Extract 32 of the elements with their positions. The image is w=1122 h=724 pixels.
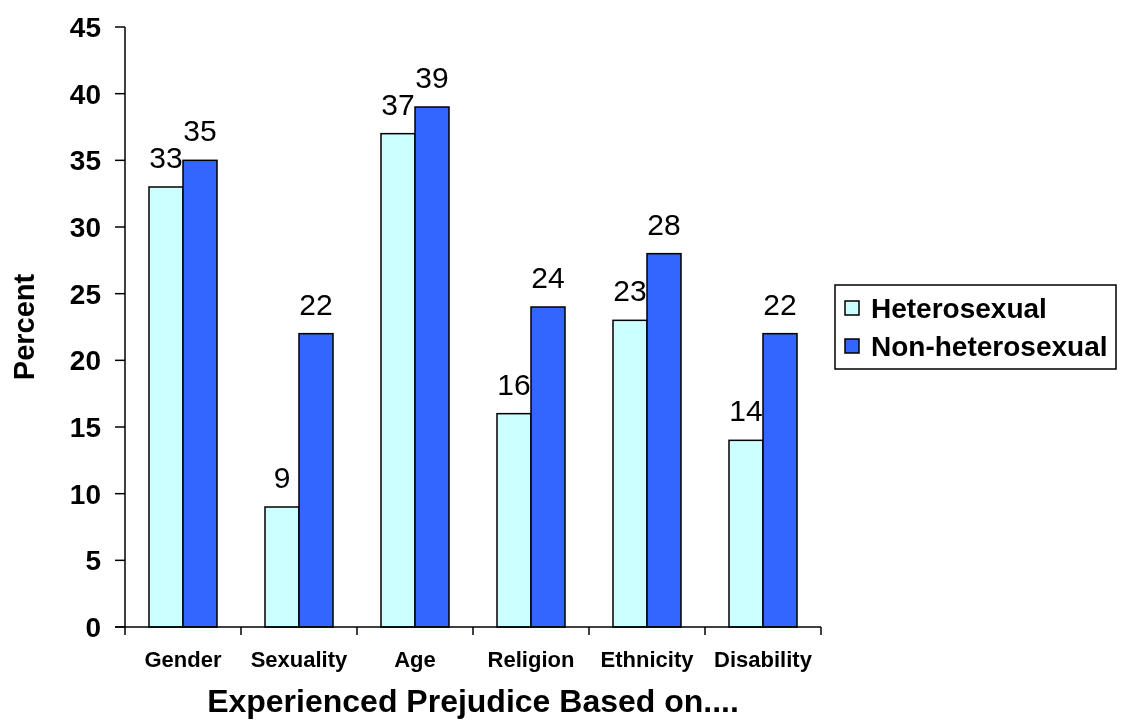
x-axis-title: Experienced Prejudice Based on.... (207, 683, 739, 719)
y-tick-label: 25 (69, 278, 101, 310)
y-tick-label: 20 (69, 345, 101, 377)
y-tick-label: 40 (69, 78, 101, 110)
y-tick-label: 35 (69, 145, 101, 177)
x-tick-label: Sexuality (250, 646, 349, 672)
data-label: 35 (183, 114, 217, 148)
data-label: 9 (273, 461, 291, 494)
data-label: 22 (299, 287, 333, 321)
data-label: 16 (497, 367, 531, 401)
legend-label: Non-heterosexual (871, 331, 1108, 363)
y-tick-label: 5 (85, 545, 101, 577)
data-label: 22 (763, 287, 797, 321)
y-tick-label: 10 (69, 478, 101, 510)
data-label: 28 (647, 207, 681, 241)
data-label: 39 (415, 61, 449, 94)
y-tick-label: 30 (69, 212, 101, 244)
data-label: 37 (381, 87, 415, 121)
y-tick-label: 15 (69, 412, 101, 444)
x-tick-label: Disability (714, 646, 813, 672)
x-tick-label: Gender (144, 646, 222, 672)
y-tick-label: 0 (85, 612, 101, 644)
data-label: 24 (531, 261, 565, 294)
x-tick-label: Age (394, 646, 436, 672)
x-tick-label: Ethnicity (600, 646, 695, 672)
y-axis-title: Percent (8, 273, 41, 381)
x-tick-label: Religion (487, 646, 575, 672)
data-label: 33 (149, 141, 183, 174)
legend-label: Heterosexual (871, 293, 1047, 325)
y-tick-label: 45 (69, 12, 101, 44)
data-label: 23 (613, 274, 647, 308)
data-label: 14 (729, 394, 763, 428)
